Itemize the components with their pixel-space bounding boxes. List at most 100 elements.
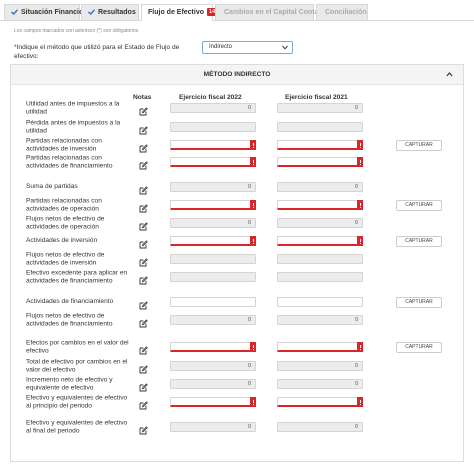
error-bar: [359, 159, 361, 163]
error-bar: [252, 202, 254, 206]
amount-input: 0: [170, 315, 256, 325]
notes-icon[interactable]: [139, 297, 148, 310]
capture-button[interactable]: CAPTURAR: [396, 236, 442, 247]
error-icon: [357, 140, 363, 150]
capture-button[interactable]: CAPTURAR: [396, 140, 442, 151]
row-label: Partidas relacionadas con actividades de…: [26, 154, 113, 169]
error-dot: [252, 403, 254, 405]
amount-input[interactable]: [170, 200, 256, 210]
amount-input[interactable]: [170, 297, 256, 307]
badge: 14: [207, 8, 218, 16]
error-bar: [252, 399, 254, 403]
row-label: Flujos netos de efectivo de actividades …: [26, 215, 105, 230]
amount-input[interactable]: [277, 342, 363, 352]
amount-input: [277, 272, 363, 282]
error-icon: [250, 236, 256, 246]
error-bar: [359, 399, 361, 403]
row-label: Actividades de inversión: [26, 237, 98, 245]
edit-icon: [139, 276, 148, 285]
row-label: Efectos por cambios en el valor del efec…: [26, 339, 129, 354]
error-icon: [357, 157, 363, 167]
amount-input[interactable]: [277, 297, 363, 307]
notes-icon[interactable]: [139, 103, 148, 116]
error-icon: [357, 342, 363, 352]
tab-label: Situación Financiera: [21, 9, 90, 16]
amount-input: 0: [277, 103, 363, 113]
edit-icon: [139, 144, 148, 153]
amount-input[interactable]: [277, 200, 363, 210]
edit-icon: [139, 319, 148, 328]
amount-input: 0: [277, 361, 363, 371]
notes-icon[interactable]: [139, 422, 148, 435]
tab[interactable]: Conciliación: [316, 4, 368, 20]
row-label: Incremento neto de efectivo y equivalent…: [26, 376, 113, 391]
error-dot: [359, 206, 361, 208]
notes-icon[interactable]: [139, 140, 148, 153]
notes-icon[interactable]: [139, 236, 148, 249]
amount-input[interactable]: [277, 140, 363, 150]
amount-input: 0: [170, 182, 256, 192]
amount-input[interactable]: [170, 342, 256, 352]
notes-icon[interactable]: [139, 218, 148, 231]
row-label: Efectivo excedente para aplicar en activ…: [26, 269, 128, 284]
tab[interactable]: Cambios en el Capital Contable: [215, 4, 329, 20]
notes-icon[interactable]: [139, 122, 148, 135]
amount-input[interactable]: [277, 397, 363, 407]
capture-button[interactable]: CAPTURAR: [396, 200, 442, 211]
row-label: Partidas relacionadas con actividades de…: [26, 137, 102, 152]
error-icon: [357, 397, 363, 407]
panel: MÉTODO INDIRECTO: [10, 64, 464, 462]
amount-input[interactable]: [277, 236, 363, 246]
notes-icon[interactable]: [139, 200, 148, 213]
notes-icon[interactable]: [139, 342, 148, 355]
row-label: Flujos netos de efectivo de actividades …: [26, 251, 105, 266]
collapse-caret[interactable]: [446, 72, 453, 77]
capture-button[interactable]: CAPTURAR: [396, 297, 442, 308]
error-dot: [359, 146, 361, 148]
row-label: Actividades de financiamiento: [26, 298, 114, 306]
amount-input[interactable]: [277, 157, 363, 167]
notes-icon[interactable]: [139, 157, 148, 170]
error-bar: [359, 238, 361, 242]
edit-icon: [139, 383, 148, 392]
tab[interactable]: Situación Financiera: [4, 4, 89, 20]
capture-button[interactable]: CAPTURAR: [396, 342, 442, 353]
notes-icon[interactable]: [139, 315, 148, 328]
notes-icon[interactable]: [139, 379, 148, 392]
panel-header[interactable]: MÉTODO INDIRECTO: [11, 65, 463, 85]
amount-input[interactable]: [170, 157, 256, 167]
edit-icon: [139, 161, 148, 170]
select-caret: [282, 45, 288, 50]
error-bar: [359, 344, 361, 348]
tab[interactable]: Flujo de Efectivo 14: [141, 4, 218, 21]
notes-icon[interactable]: [139, 272, 148, 285]
amount-input[interactable]: [170, 140, 256, 150]
edit-icon: [139, 204, 148, 213]
edit-icon: [139, 107, 148, 116]
amount-input: [277, 254, 363, 264]
notes-icon[interactable]: [139, 254, 148, 267]
check-icon: [88, 9, 95, 15]
notes-icon[interactable]: [139, 361, 148, 374]
row-label: Suma de partidas: [26, 183, 78, 191]
error-bar: [359, 142, 361, 146]
edit-icon: [139, 365, 148, 374]
amount-input: [170, 254, 256, 264]
notes-icon[interactable]: [139, 397, 148, 410]
amount-input: 0: [277, 422, 363, 432]
error-bar: [252, 344, 254, 348]
amount-input: 0: [170, 379, 256, 389]
tab-label: Resultados: [98, 9, 136, 16]
column-header: Notas: [133, 94, 152, 101]
notes-icon[interactable]: [139, 182, 148, 195]
amount-input[interactable]: [170, 397, 256, 407]
edit-icon: [139, 301, 148, 310]
method-select[interactable]: Indirecto: [202, 41, 293, 54]
amount-input[interactable]: [170, 236, 256, 246]
check-icon: [11, 9, 18, 15]
edit-icon: [139, 186, 148, 195]
error-dot: [252, 348, 254, 350]
amount-input: 0: [170, 422, 256, 432]
amount-input: 0: [170, 361, 256, 371]
tab[interactable]: Resultados: [81, 4, 139, 20]
